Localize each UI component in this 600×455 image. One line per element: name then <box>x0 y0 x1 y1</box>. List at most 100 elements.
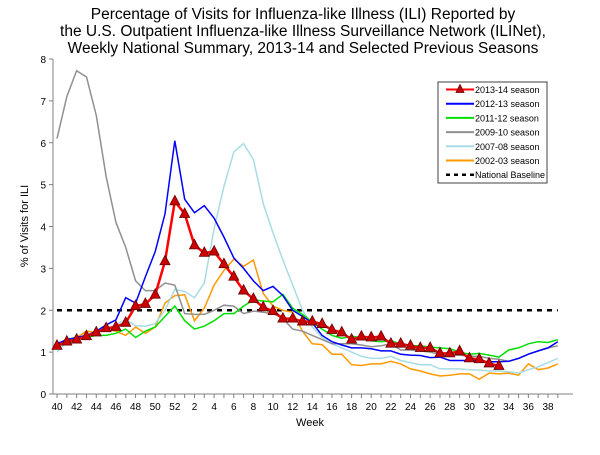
title-line-2: the U.S. Outpatient Influenza-like Illne… <box>60 23 546 40</box>
y-tick-label: 2 <box>40 306 46 317</box>
x-tick-label: 46 <box>110 402 122 413</box>
chart-title: Percentage of Visits for Influenza-like … <box>60 6 546 57</box>
x-tick-label: 38 <box>542 402 554 413</box>
x-tick-label: 32 <box>484 402 496 413</box>
x-tick-label: 16 <box>326 402 338 413</box>
data-point-2013-14-season <box>365 330 377 342</box>
data-point-2013-14-season <box>306 314 318 326</box>
data-point-2013-14-season <box>237 283 250 295</box>
legend: 2013-14 season 2012-13 season 2011-12 seas… <box>437 81 548 184</box>
data-point-2013-14-season <box>257 300 269 312</box>
plot-area <box>51 69 559 381</box>
y-tick-label: 6 <box>40 139 46 150</box>
series-line-2002-03-season <box>56 258 559 381</box>
y-tick-label: 7 <box>40 97 46 108</box>
x-tick-label: 52 <box>169 402 181 413</box>
data-point-2013-14-season <box>139 297 152 308</box>
data-point-2013-14-season <box>453 344 466 356</box>
data-point-2013-14-season <box>493 359 505 370</box>
legend-label: 2013-14 season <box>475 85 540 95</box>
data-point-2013-14-season <box>178 207 191 218</box>
x-tick-label: 28 <box>444 402 456 413</box>
x-tick-label: 30 <box>464 402 476 413</box>
x-tick-label: 12 <box>287 402 299 413</box>
data-point-2013-14-season <box>336 325 348 337</box>
legend-label: 2011-12 season <box>475 113 539 123</box>
data-point-2013-14-season <box>80 329 93 341</box>
x-tick-label: 24 <box>405 402 417 413</box>
x-tick-label: 8 <box>251 402 257 413</box>
legend-label: 2009-10 season <box>475 128 540 138</box>
data-point-2013-14-season <box>316 317 328 328</box>
data-point-2013-14-season <box>120 315 132 327</box>
data-point-2013-14-season <box>483 356 495 368</box>
x-tick-label: 50 <box>150 402 162 413</box>
data-point-2013-14-season <box>444 346 456 358</box>
y-axis-label: % of Visits for ILI <box>19 185 31 267</box>
series-line-2011-12-season <box>56 293 559 358</box>
data-point-2013-14-season <box>198 246 210 257</box>
data-point-2013-14-season <box>267 304 279 315</box>
data-point-2013-14-season <box>424 341 436 352</box>
data-point-2013-14-season <box>414 341 427 352</box>
data-point-2013-14-season <box>277 311 289 323</box>
series-line-2009-10-season <box>56 69 558 363</box>
data-point-2013-14-season <box>90 325 102 337</box>
y-tick-label: 0 <box>40 390 46 401</box>
y-tick-label: 4 <box>40 223 46 234</box>
y-tick-label: 8 <box>40 55 46 66</box>
data-point-2013-14-season <box>228 269 240 281</box>
data-point-2013-14-season <box>218 257 230 269</box>
x-tick-label: 14 <box>307 402 319 413</box>
data-point-2013-14-season <box>110 320 122 331</box>
legend-label: 2002-03 season <box>475 156 540 166</box>
title-line-3: Weekly National Summary, 2013-14 and Sel… <box>68 40 539 57</box>
data-point-2013-14-season <box>100 321 112 333</box>
data-point-2013-14-season <box>473 352 485 364</box>
x-tick-label: 40 <box>51 402 63 413</box>
legend-label: 2007-08 season <box>475 142 540 152</box>
data-point-2013-14-season <box>326 323 338 334</box>
x-tick-label: 44 <box>91 402 103 413</box>
x-tick-label: 36 <box>523 402 535 413</box>
x-tick-label: 10 <box>267 402 279 413</box>
x-axis-label: Week <box>296 417 324 429</box>
data-point-2013-14-season <box>375 329 387 341</box>
data-point-2013-14-season <box>434 346 446 358</box>
legend-label: 2012-13 season <box>475 99 540 109</box>
data-point-2013-14-season <box>70 332 83 344</box>
data-point-2013-14-season <box>129 299 142 310</box>
data-point-2013-14-season <box>395 336 407 348</box>
x-tick-label: 22 <box>385 402 397 413</box>
data-point-2013-14-season <box>169 194 181 206</box>
x-tick-label: 34 <box>503 402 515 413</box>
y-tick-label: 5 <box>40 181 46 192</box>
data-point-2013-14-season <box>355 329 368 341</box>
data-point-2013-14-season <box>404 338 417 350</box>
data-point-2013-14-season <box>61 334 73 346</box>
x-tick-label: 2 <box>192 402 198 413</box>
y-tick-label: 1 <box>40 348 46 359</box>
data-point-2013-14-season <box>296 314 309 326</box>
data-point-2013-14-season <box>287 311 299 323</box>
data-point-2013-14-season <box>159 254 171 266</box>
legend-label: National Baseline <box>475 170 545 180</box>
title-line-1: Percentage of Visits for Influenza-like … <box>91 6 516 23</box>
data-point-2013-14-season <box>188 238 201 250</box>
x-tick-label: 48 <box>130 402 142 413</box>
data-point-2013-14-season <box>51 338 63 350</box>
data-point-2013-14-season <box>463 351 476 363</box>
data-point-2013-14-season <box>345 332 358 344</box>
data-point-2013-14-season <box>247 292 260 303</box>
x-tick-label: 18 <box>346 402 358 413</box>
data-point-2013-14-season <box>385 336 397 348</box>
y-tick-label: 3 <box>40 264 46 275</box>
data-point-2013-14-season <box>208 244 220 256</box>
series-line-2013-14-season <box>56 198 500 368</box>
x-tick-label: 20 <box>366 402 378 413</box>
x-tick-label: 4 <box>211 402 217 413</box>
x-tick-label: 42 <box>71 402 83 413</box>
legend-marker <box>455 83 465 93</box>
